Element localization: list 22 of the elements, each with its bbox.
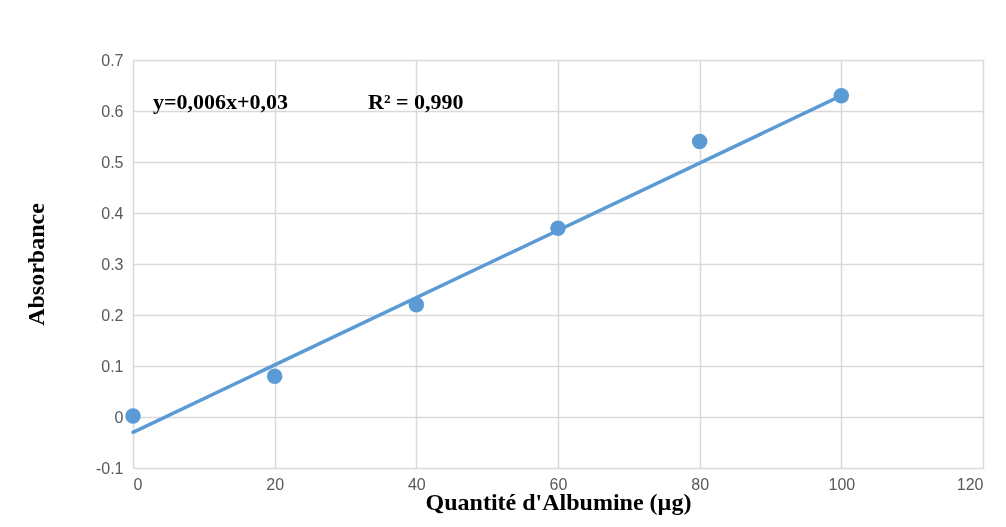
- x-tick-label: 20: [266, 475, 285, 493]
- x-tick-label: 40: [407, 475, 426, 493]
- y-tick-label: 0.6: [101, 102, 124, 120]
- x-tick-label: 0: [133, 475, 143, 493]
- y-tick-label: 0.3: [101, 255, 124, 273]
- y-tick-label: 0.7: [101, 51, 124, 69]
- y-tick-label: -0.1: [95, 459, 124, 477]
- point: [691, 133, 708, 150]
- annotation: y=0,006x+0,03: [153, 89, 289, 114]
- x-tick-label: 100: [828, 475, 856, 493]
- y-tick-label: 0.2: [101, 306, 124, 324]
- x-tick-label: 120: [956, 475, 984, 493]
- x-tick-label: 60: [549, 475, 568, 493]
- point: [266, 368, 283, 384]
- annotation: R² = 0,990: [368, 89, 464, 114]
- y-axis-title: Absorbance: [22, 202, 49, 326]
- x-tick-label: 80: [691, 475, 710, 493]
- y-tick-label: 0: [114, 408, 124, 426]
- y-tick-label: 0.5: [101, 153, 124, 171]
- y-tick-label: 0.4: [101, 204, 124, 222]
- point: [125, 408, 141, 424]
- y-tick-label: 0.1: [101, 357, 124, 375]
